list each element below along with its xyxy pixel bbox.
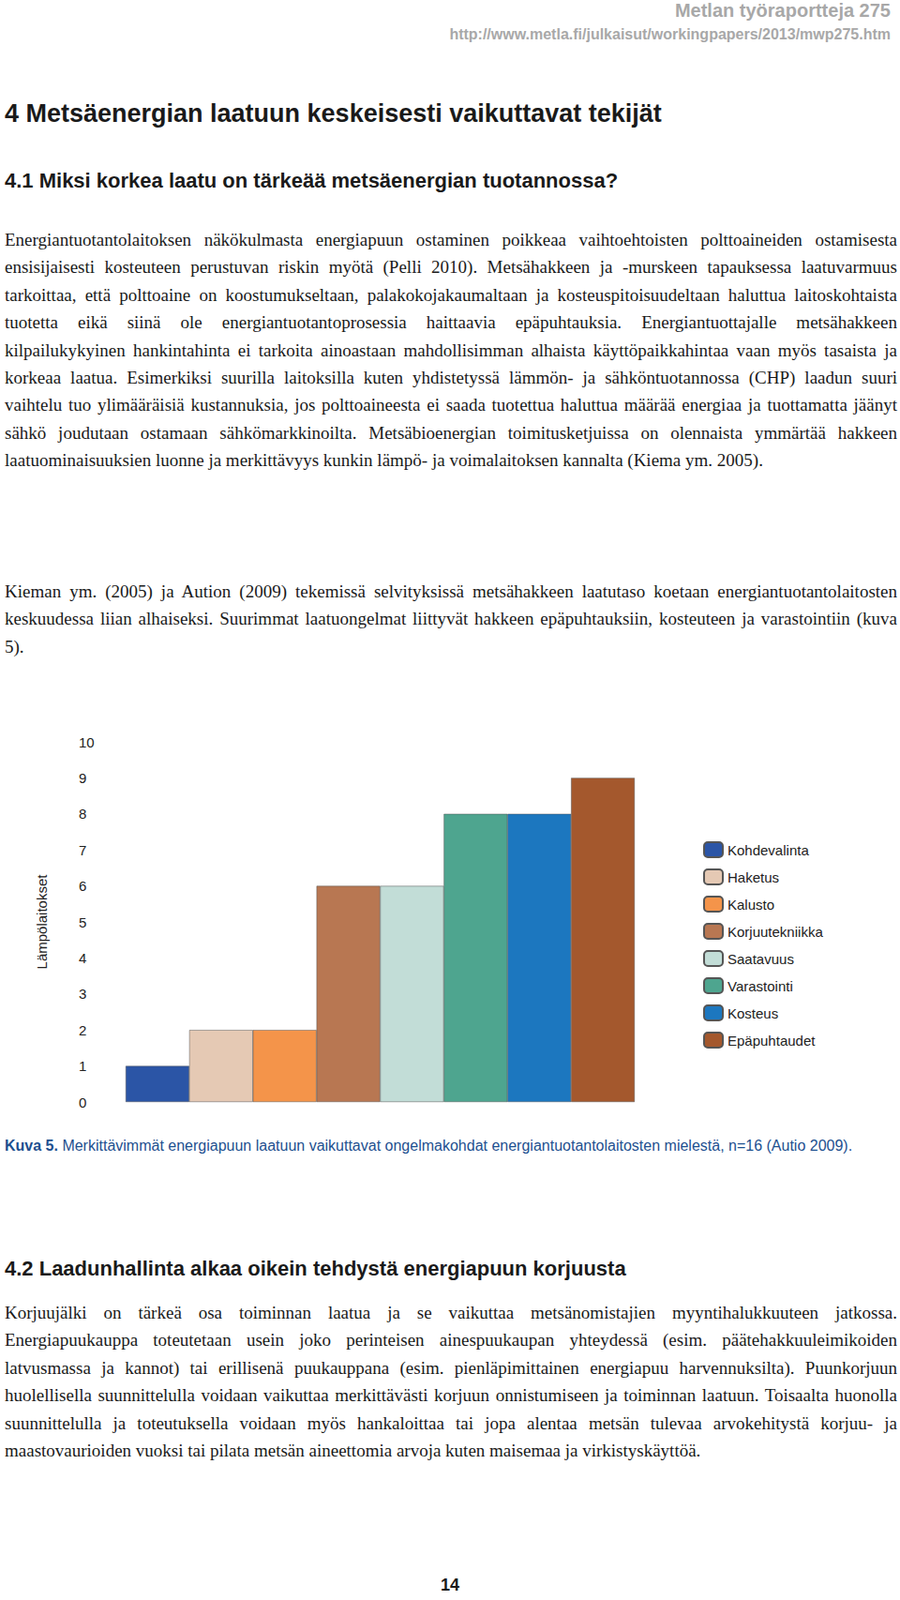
html-text:Korjuujälki on tärkeä osa toim: Korjuujälki on tärkeä osa toiminnan laat… — [4, 1302, 898, 1460]
html-text:4 Metsäenergian laatuun keskei: 4 Metsäenergian laatuun keskeisesti vaik… — [4, 99, 662, 128]
html-text:http://www.metla.fi/julkaisut/: http://www.metla.fi/julkaisut/workingpap… — [449, 26, 891, 43]
html-text:14: 14 — [440, 1575, 460, 1594]
html-text:Metlan työraportteja 275: Metlan työraportteja 275 — [674, 0, 891, 21]
svg-text:10: 10 — [78, 734, 95, 750]
svg-text:3: 3 — [78, 985, 87, 1002]
html-text:4.1 Miksi korkea laatu on tärk: 4.1 Miksi korkea laatu on tärkeää metsäe… — [4, 168, 618, 193]
svg-text:8: 8 — [78, 805, 87, 822]
svg-text:7: 7 — [78, 841, 87, 858]
svg-text:0: 0 — [78, 1094, 87, 1110]
svg-text:1: 1 — [78, 1057, 87, 1074]
html-text:Kuva 5. Merkittävimmät energia: Kuva 5. Merkittävimmät energiapuun laatu… — [4, 1137, 853, 1154]
svg-text:5: 5 — [78, 914, 87, 930]
svg-text:Varastointi: Varastointi — [727, 977, 794, 994]
svg-text:Lämpölaitokset: Lämpölaitokset — [33, 873, 50, 970]
html-text:Kieman ym. (2005) ja Aution (2: Kieman ym. (2005) ja Aution (2009) tekem… — [4, 581, 898, 657]
svg-text:Epäpuhtaudet: Epäpuhtaudet — [727, 1032, 816, 1049]
svg-text:2: 2 — [78, 1021, 87, 1038]
svg-text:Kosteus: Kosteus — [727, 1005, 779, 1021]
svg-text:Kohdevalinta: Kohdevalinta — [727, 841, 810, 858]
svg-text:Saatavuus: Saatavuus — [727, 950, 795, 967]
html-text:4.2 Laadunhallinta alkaa oikei: 4.2 Laadunhallinta alkaa oikein tehdystä… — [4, 1256, 626, 1280]
svg-text:Kalusto: Kalusto — [727, 896, 775, 913]
svg-text:Haketus: Haketus — [727, 869, 780, 885]
svg-text:9: 9 — [78, 769, 87, 786]
svg-text:4: 4 — [78, 949, 87, 966]
html-text:Energiantuotantolaitoksen näkö: Energiantuotantolaitoksen näkökulmasta e… — [4, 229, 898, 470]
svg-text:Korjuutekniikka: Korjuutekniikka — [727, 923, 824, 940]
svg-text:6: 6 — [78, 877, 87, 894]
